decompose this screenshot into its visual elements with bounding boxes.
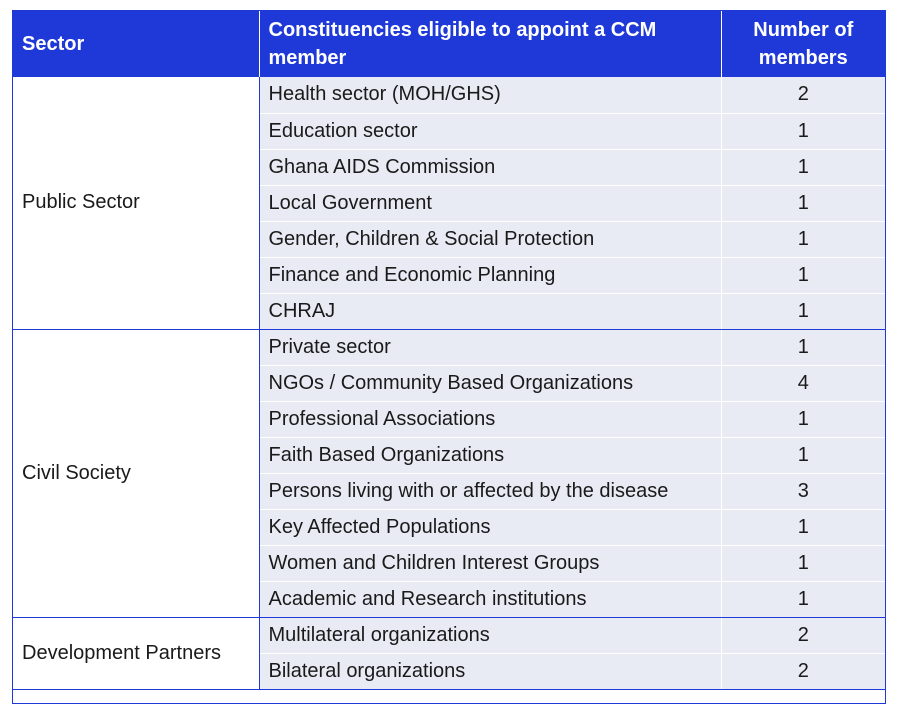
constituency-cell: Health sector (MOH/GHS) — [259, 77, 722, 114]
members-cell: 1 — [721, 149, 885, 186]
constituency-cell: Key Affected Populations — [259, 509, 722, 546]
table-row: Bilateral organizations 2 — [13, 653, 885, 690]
members-cell: 1 — [721, 293, 885, 330]
members-cell: 2 — [721, 77, 885, 114]
table-row: Development Partners Multilateral organiz… — [13, 617, 885, 690]
members-cell: 1 — [721, 509, 885, 546]
constituency-cell: CHRAJ — [259, 293, 722, 330]
table-row: NGOs / Community Based Organizations 4 — [13, 365, 885, 402]
table-row: Academic and Research institutions 1 — [13, 581, 885, 618]
constituency-cell: Finance and Economic Planning — [259, 257, 722, 294]
members-cell: 2 — [721, 617, 885, 654]
constituency-cell: Bilateral organizations — [259, 653, 722, 690]
ccm-membership-table: Sector Constituencies eligible to appoin… — [13, 11, 885, 690]
constituency-cell: Gender, Children & Social Protection — [259, 221, 722, 258]
constituency-cell: Professional Associations — [259, 401, 722, 438]
table-row: Finance and Economic Planning 1 — [13, 257, 885, 294]
constituency-cell: Multilateral organizations — [259, 617, 722, 654]
constituency-cell: Academic and Research institutions — [259, 581, 722, 618]
header-row: Sector Constituencies eligible to appoin… — [13, 11, 885, 77]
table-row: CHRAJ 1 — [13, 293, 885, 330]
members-cell: 1 — [721, 185, 885, 222]
members-cell: 1 — [721, 437, 885, 474]
table-body: Public Sector Health sector (MOH/GHS) 2 Edu… — [13, 77, 885, 690]
table-row: Education sector 1 — [13, 113, 885, 150]
members-cell: 1 — [721, 329, 885, 366]
constituency-cell: Faith Based Organizations — [259, 437, 722, 474]
constituency-cell: Women and Children Interest Groups — [259, 545, 722, 582]
table-row: Civil Society Private sector 1 — [13, 329, 885, 618]
table-row: Public Sector Health sector (MOH/GHS) 2 — [13, 77, 885, 330]
header-members: Number of members — [721, 11, 885, 77]
constituency-cell: Local Government — [259, 185, 722, 222]
sector-cell: Development Partners — [13, 617, 260, 690]
constituency-cell: Private sector — [259, 329, 722, 366]
header-constituencies: Constituencies eligible to appoint a CCM… — [259, 11, 722, 77]
table-row: Professional Associations 1 — [13, 401, 885, 438]
members-cell: 1 — [721, 545, 885, 582]
table-header: Sector Constituencies eligible to appoin… — [13, 11, 885, 77]
members-cell: 1 — [721, 401, 885, 438]
members-cell: 1 — [721, 113, 885, 150]
table-row: Key Affected Populations 1 — [13, 509, 885, 546]
members-cell: 2 — [721, 653, 885, 690]
members-cell: 1 — [721, 581, 885, 618]
table-row: Persons living with or affected by the d… — [13, 473, 885, 510]
table-row: Faith Based Organizations 1 — [13, 437, 885, 474]
table-row: Local Government 1 — [13, 185, 885, 222]
table-row: Women and Children Interest Groups 1 — [13, 545, 885, 582]
table-row: Ghana AIDS Commission 1 — [13, 149, 885, 186]
members-cell: 1 — [721, 221, 885, 258]
constituency-cell: Ghana AIDS Commission — [259, 149, 722, 186]
header-sector: Sector — [13, 11, 260, 77]
members-cell: 4 — [721, 365, 885, 402]
constituency-cell: Education sector — [259, 113, 722, 150]
members-cell: 3 — [721, 473, 885, 510]
constituency-cell: Persons living with or affected by the d… — [259, 473, 722, 510]
table-row: Gender, Children & Social Protection 1 — [13, 221, 885, 258]
sector-cell: Civil Society — [13, 329, 260, 618]
sector-cell: Public Sector — [13, 77, 260, 330]
constituency-cell: NGOs / Community Based Organizations — [259, 365, 722, 402]
members-cell: 1 — [721, 257, 885, 294]
